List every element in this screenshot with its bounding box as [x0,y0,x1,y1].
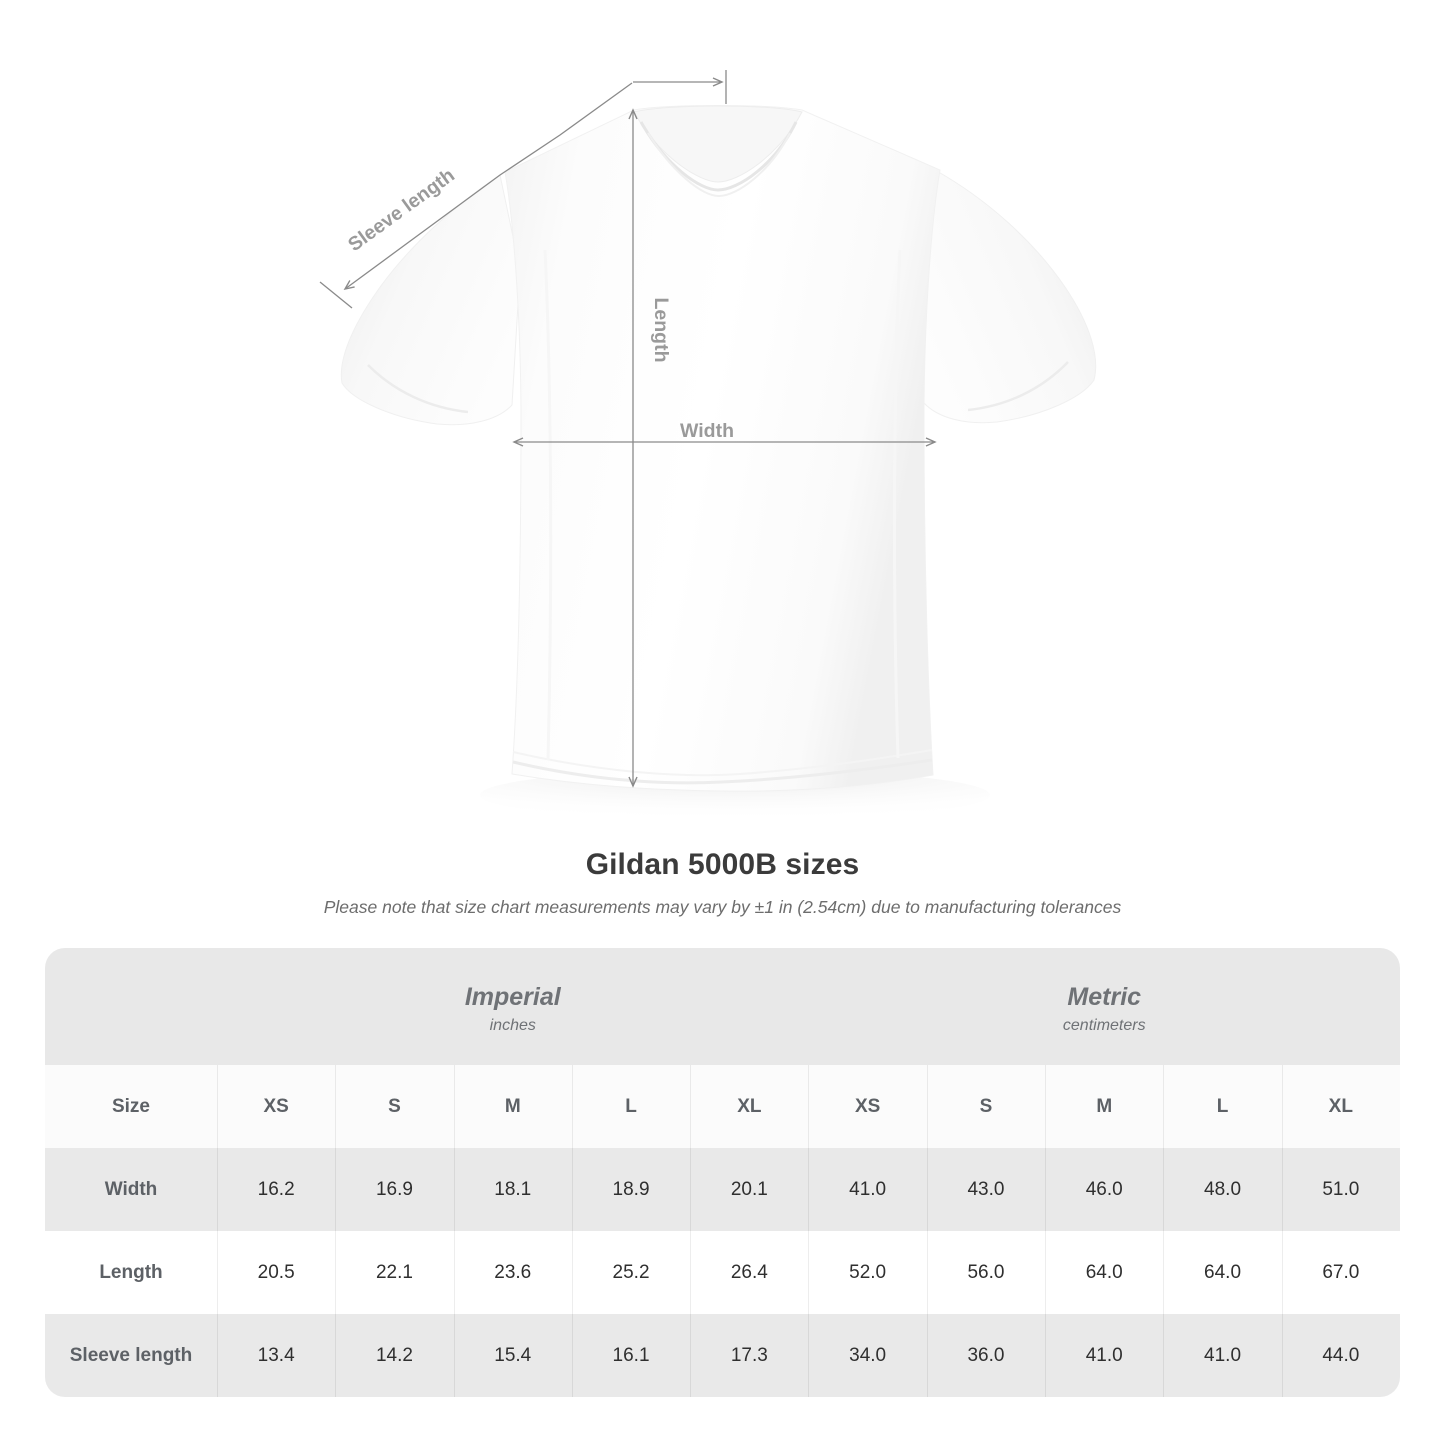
sleeve-length-line [343,82,633,291]
table-header-row: Size XS S M L XL XS S M L XL [45,1065,1400,1148]
unit-group-unit: centimeters [1062,1016,1146,1034]
row-label-length: Length [99,1261,163,1283]
tolerance-note: Please note that size chart measurements… [323,897,1122,917]
page-title: Gildan 5000B sizes [585,848,860,881]
cell-width-m-metric: 46.0 [1045,1148,1163,1231]
cell-width-xl-metric: 51.0 [1281,1148,1400,1231]
cell-width-s-imperial: 16.9 [335,1148,453,1231]
cell-sleeve-m-metric: 41.0 [1045,1314,1163,1397]
unit-group-metric: Metric centimeters [809,948,1401,1065]
unit-group-name: Imperial [464,982,561,1011]
table-row: Length 20.5 22.1 23.6 25.2 26.4 52.0 56.… [45,1231,1400,1314]
unit-group-imperial: Imperial inches [217,948,809,1065]
row-label-sleeve-length: Sleeve length [69,1344,193,1366]
cell-length-xs-metric: 52.0 [808,1231,926,1314]
cell-width-xl-imperial: 20.1 [690,1148,808,1231]
table-row: Sleeve length 13.4 14.2 15.4 16.1 17.3 3… [45,1314,1400,1397]
cell-sleeve-l-imperial: 16.1 [571,1314,690,1397]
cell-sleeve-l-metric: 41.0 [1163,1314,1281,1397]
width-label: Width [680,420,734,442]
cell-length-xl-imperial: 26.4 [690,1231,808,1314]
cell-width-s-metric: 43.0 [926,1148,1045,1231]
unit-header-spacer [45,948,217,1065]
cell-sleeve-m-imperial: 15.4 [453,1314,572,1397]
cell-length-s-metric: 56.0 [926,1231,1045,1314]
column-header-xs-imperial: XS [217,1065,335,1148]
shirt-hem-fold [512,749,933,777]
column-header-l-metric: L [1163,1065,1281,1148]
cell-length-m-imperial: 23.6 [453,1231,572,1314]
column-header-s-imperial: S [335,1065,453,1148]
cell-length-s-imperial: 22.1 [335,1231,453,1314]
table-row: Width 16.2 16.9 18.1 18.9 20.1 41.0 43.0… [45,1148,1400,1231]
cell-width-xs-metric: 41.0 [808,1148,926,1231]
cell-sleeve-xl-metric: 44.0 [1281,1314,1400,1397]
column-header-size: Size [111,1095,151,1117]
shirt-right-cuff-seam [967,361,1069,412]
column-header-l-imperial: L [571,1065,690,1148]
cell-width-xs-imperial: 16.2 [217,1148,335,1231]
shirt-right-sleeve [915,169,1097,424]
row-label-width: Width [104,1178,158,1200]
column-header-xl-metric: XL [1281,1065,1400,1148]
length-label: Length [650,298,672,363]
cell-sleeve-s-imperial: 14.2 [335,1314,453,1397]
shirt-hem [512,758,933,785]
tshirt-measurement-figure: Sleeve length Length Width [319,70,1097,821]
cell-length-m-metric: 64.0 [1045,1231,1163,1314]
size-chart-header: Gildan 5000B sizes Please note that size… [0,845,1445,919]
column-header-m-imperial: M [453,1065,572,1148]
cell-width-m-imperial: 18.1 [453,1148,572,1231]
cell-sleeve-xl-imperial: 17.3 [690,1314,808,1397]
cell-length-xs-imperial: 20.5 [217,1231,335,1314]
shirt-fold-left [543,249,553,761]
cell-length-l-imperial: 25.2 [571,1231,690,1314]
shirt-left-cuff-seam [367,364,469,414]
column-header-s-metric: S [926,1065,1045,1148]
cell-length-l-metric: 64.0 [1163,1231,1281,1314]
unit-system-header: Imperial inches Metric centimeters [45,948,1400,1065]
unit-group-name: Metric [1067,982,1142,1011]
column-header-xl-imperial: XL [690,1065,808,1148]
shirt-body [504,105,941,792]
size-chart-table: Imperial inches Metric centimeters Size … [45,948,1400,1397]
cell-width-l-imperial: 18.9 [571,1148,690,1231]
column-header-m-metric: M [1045,1065,1163,1148]
cell-width-l-metric: 48.0 [1163,1148,1281,1231]
shirt-left-sleeve [340,174,521,426]
cell-sleeve-s-metric: 36.0 [926,1314,1045,1397]
shirt-fold-right [892,249,902,759]
cell-sleeve-xs-metric: 34.0 [808,1314,926,1397]
unit-group-unit: inches [489,1016,536,1034]
shirt-collar-edge [647,132,791,198]
shirt-collar [633,105,803,183]
column-header-xs-metric: XS [808,1065,926,1148]
sleeve-length-end-tick [319,281,353,309]
cell-sleeve-xs-imperial: 13.4 [217,1314,335,1397]
cell-length-xl-metric: 67.0 [1281,1231,1400,1314]
